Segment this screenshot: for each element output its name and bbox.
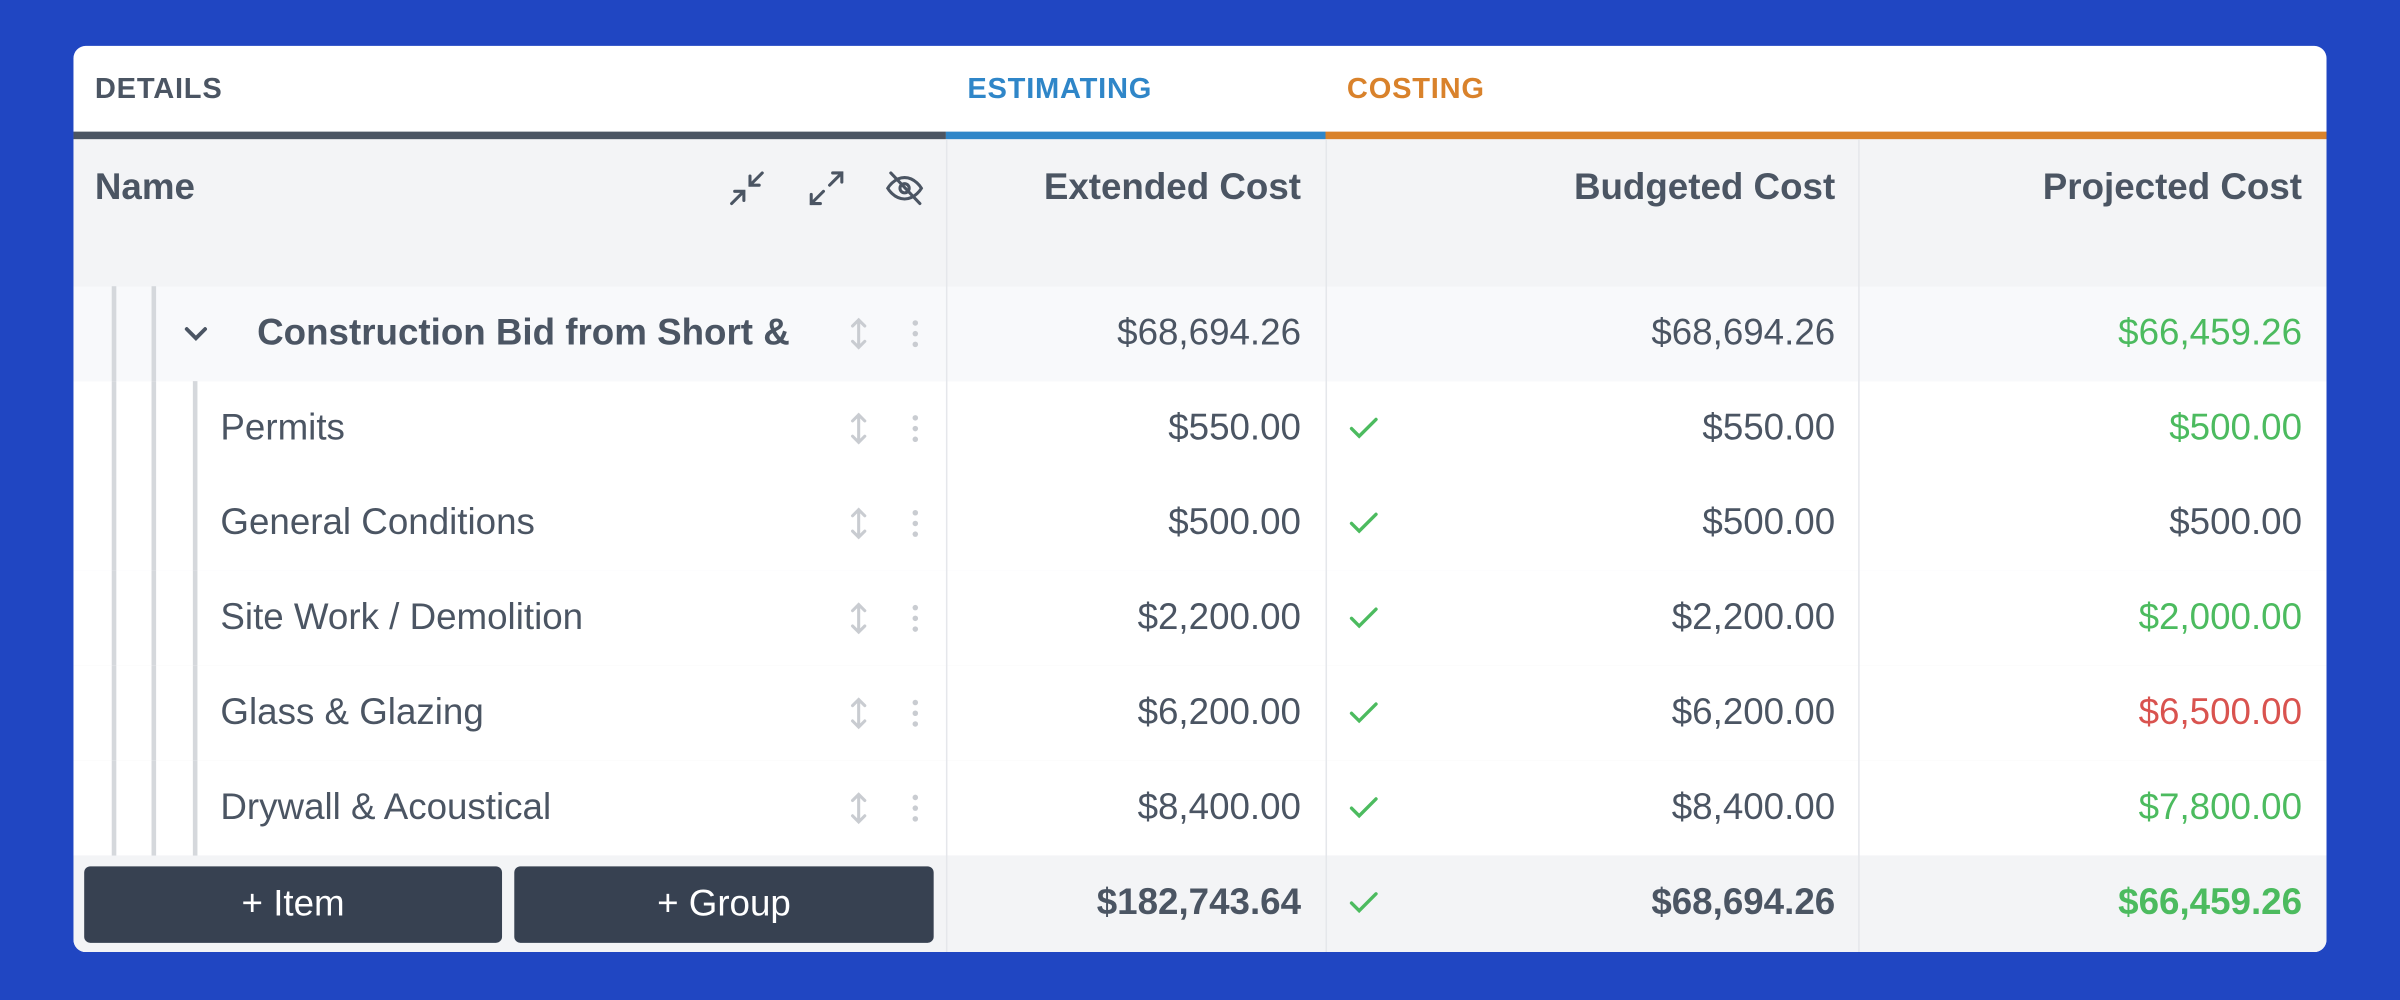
indent-guide: [151, 476, 157, 571]
tab[interactable]: ESTIMATING: [967, 73, 1153, 106]
add-group-button[interactable]: + Group: [514, 866, 934, 943]
row-menu[interactable]: [897, 600, 934, 637]
budgeted-cost: $68,694.26: [1651, 312, 1836, 354]
drag-handle[interactable]: [840, 410, 877, 447]
drag-handle[interactable]: [840, 315, 877, 352]
item-row: Site Work / Demolition $2,200.00 $2,200.00…: [73, 570, 2327, 668]
budgeted-cost: $500.00: [1702, 502, 1836, 544]
tab-underline: [73, 131, 946, 140]
projected-cost: $500.00: [2169, 502, 2303, 544]
row-menu[interactable]: [897, 315, 934, 352]
projected-cost: $6,500.00: [2138, 691, 2303, 734]
budgeted-cost: $550.00: [1702, 407, 1836, 449]
indent-guide: [111, 476, 117, 571]
indent-guide: [192, 665, 198, 761]
check-icon: [1349, 892, 1378, 914]
header-row: Name Extended Cost Budgeted Cost Project…: [73, 139, 2327, 288]
header-icons: [730, 171, 924, 206]
indent-guide: [151, 286, 157, 382]
projected-cost: $7,800.00: [2138, 786, 2303, 829]
indent-guide: [111, 665, 117, 761]
item-row: Glass & Glazing $6,200.00 $6,200.00 $6,500.…: [73, 665, 2327, 763]
indent-guide: [111, 760, 117, 856]
indent-guide: [151, 760, 157, 856]
indent-guide: [111, 286, 117, 382]
row-menu[interactable]: [897, 790, 934, 827]
indent-guide: [111, 381, 117, 477]
projected-cost: $66,459.26: [2118, 881, 2303, 923]
check-icon: [1349, 702, 1378, 724]
add-item-button[interactable]: + Item: [84, 866, 503, 943]
collapse-icon[interactable]: [730, 171, 764, 206]
indent-guide: [192, 381, 198, 477]
indent-guide: [151, 665, 157, 761]
column-header[interactable]: Projected Cost: [2042, 166, 2303, 209]
indent-guide: [192, 760, 198, 856]
group-name: Construction Bid from Short &: [257, 312, 790, 354]
extended-cost: $6,200.00: [1137, 691, 1302, 734]
item-name: General Conditions: [220, 502, 535, 544]
item-name: Site Work / Demolition: [220, 596, 584, 639]
row-menu[interactable]: [897, 505, 934, 542]
extended-cost: $2,200.00: [1137, 596, 1302, 639]
projected-cost: $2,000.00: [2138, 596, 2303, 639]
budgeted-cost: $68,694.26: [1651, 881, 1836, 923]
item-name: Permits: [220, 407, 345, 449]
column-divider: [945, 139, 948, 953]
group-row: Construction Bid from Short & $68,694.26 $…: [73, 286, 2327, 383]
tab-underline: [1325, 131, 2327, 140]
column-divider: [1858, 139, 1860, 953]
row-menu[interactable]: [897, 695, 934, 732]
tab[interactable]: COSTING: [1346, 73, 1485, 106]
collapse-chevron[interactable]: [178, 315, 215, 352]
column-header[interactable]: Name: [94, 166, 195, 209]
budgeted-cost: $8,400.00: [1671, 786, 1836, 829]
budgeted-cost: $2,200.00: [1671, 596, 1836, 639]
indent-guide: [111, 570, 117, 666]
item-row: Drywall & Acoustical $8,400.00 $8,400.00 $7…: [73, 760, 2327, 858]
row-menu[interactable]: [897, 410, 934, 447]
hide-icon[interactable]: [885, 171, 924, 206]
tab[interactable]: DETAILS: [94, 73, 223, 106]
extended-cost: $182,743.64: [1096, 881, 1302, 923]
cost-table: DETAILS ESTIMATING COSTING Name Extended…: [73, 45, 2327, 953]
check-icon: [1349, 607, 1378, 629]
footer-row: + Item + Group $182,743.64 $68,694.26 $66,45…: [73, 855, 2327, 953]
drag-handle[interactable]: [840, 695, 877, 732]
item-name: Drywall & Acoustical: [220, 786, 552, 829]
item-row: Permits $550.00 $550.00 $500.00: [73, 381, 2327, 478]
item-row: General Conditions $500.00 $500.00 $500.00: [73, 476, 2327, 573]
extended-cost: $68,694.26: [1117, 312, 1302, 354]
column-header[interactable]: Extended Cost: [1043, 166, 1302, 209]
item-name: Glass & Glazing: [220, 691, 484, 734]
expand-icon[interactable]: [809, 171, 844, 206]
indent-guide: [192, 570, 198, 666]
budgeted-cost: $6,200.00: [1671, 691, 1836, 734]
projected-cost: $66,459.26: [2118, 312, 2303, 354]
extended-cost: $500.00: [1168, 502, 1302, 544]
indent-guide: [151, 570, 157, 666]
extended-cost: $8,400.00: [1137, 786, 1302, 829]
column-divider: [1325, 139, 1328, 953]
drag-handle[interactable]: [840, 505, 877, 542]
check-icon: [1349, 512, 1378, 534]
projected-cost: $500.00: [2169, 407, 2303, 449]
column-header[interactable]: Budgeted Cost: [1573, 166, 1836, 209]
indent-guide: [151, 381, 157, 477]
extended-cost: $550.00: [1168, 407, 1302, 449]
drag-handle[interactable]: [840, 790, 877, 827]
check-icon: [1349, 797, 1378, 819]
check-icon: [1349, 417, 1378, 439]
indent-guide: [192, 476, 198, 571]
tab-underline: [945, 131, 1326, 140]
drag-handle[interactable]: [840, 600, 877, 637]
